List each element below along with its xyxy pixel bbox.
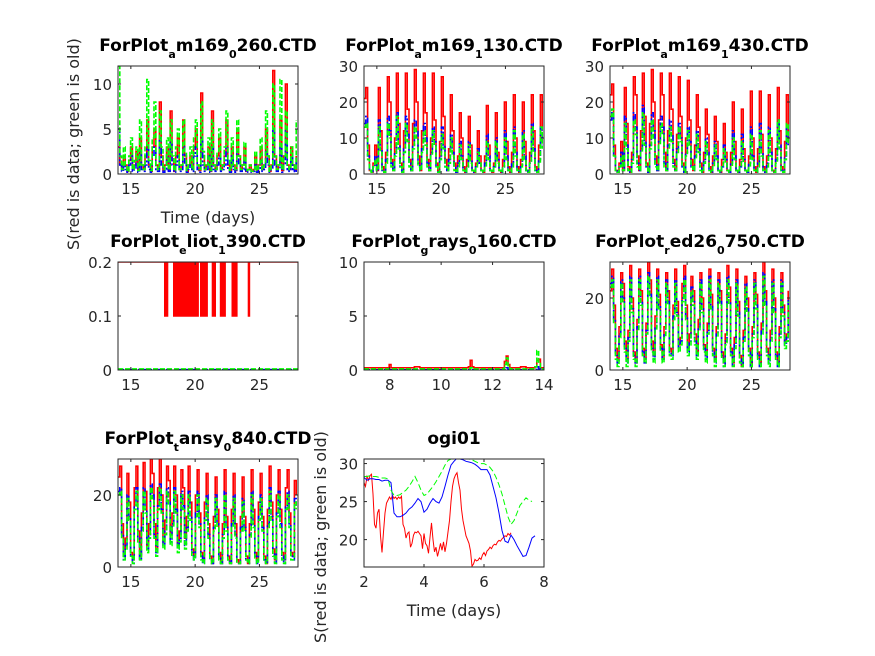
- y-tick-label: 0: [594, 166, 604, 184]
- x-tick-label: 25: [250, 180, 269, 198]
- y-tick-label: 10: [339, 254, 358, 272]
- y-tick-label: 5: [102, 121, 112, 139]
- subplot-2: 0 10 20 30 15 20 25 ForPlotam1691130.CTD: [339, 36, 563, 198]
- y-tick-label: 5: [348, 308, 358, 326]
- y-tick-label: 0: [102, 362, 112, 380]
- subplot-title: ForPlottansy0840.CTD: [105, 429, 312, 454]
- subplot-title: ForPloteliot1390.CTD: [110, 232, 306, 257]
- subplot-3: 0 10 20 30 15 20 25 ForPlotam1691430.CTD: [585, 36, 809, 198]
- x-tick-label: 20: [186, 180, 205, 198]
- y-tick-label: 0.2: [88, 254, 112, 272]
- axes-frame: [363, 261, 545, 371]
- series-old: [118, 487, 297, 565]
- y-tick-label: 20: [585, 290, 604, 308]
- x-tick-label: 15: [121, 573, 140, 591]
- y-tick-label: 20: [93, 487, 112, 505]
- series-data: [364, 471, 512, 567]
- subplot-title: ForPlotam1690260.CTD: [99, 36, 317, 61]
- y-tick-label: 0: [348, 166, 358, 184]
- x-tick-label: 15: [121, 376, 140, 394]
- x-tick-label: 12: [483, 376, 502, 394]
- subplot-8: 20 25 30 2 4 6 8 ogi01: [339, 429, 549, 591]
- x-tick-label: 15: [121, 180, 140, 198]
- y-tick-label: 20: [339, 94, 358, 112]
- x-tick-label: 10: [432, 376, 451, 394]
- x-tick-label: 2: [359, 573, 369, 591]
- y-axis-label-top: S(red is data; green is old): [64, 38, 83, 250]
- y-tick-label: 0.1: [88, 308, 112, 326]
- x-tick-label: 20: [678, 376, 697, 394]
- x-tick-label: 8: [539, 573, 549, 591]
- subplot-title: ForPlotgrays0160.CTD: [351, 232, 556, 257]
- x-tick-label: 25: [250, 376, 269, 394]
- y-tick-label: 0: [102, 166, 112, 184]
- x-tick-label: 4: [419, 573, 429, 591]
- x-tick-label: 14: [534, 376, 553, 394]
- series-data: [364, 355, 544, 369]
- x-tick-label: 15: [613, 376, 632, 394]
- x-tick-label: 25: [742, 376, 761, 394]
- x-tick-label: 20: [432, 180, 451, 198]
- y-tick-label: 25: [339, 494, 358, 512]
- y-tick-label: 20: [339, 532, 358, 550]
- series-old: [610, 108, 789, 173]
- x-tick-label: 15: [367, 180, 386, 198]
- subplot-4: 0 0.1 0.2 15 20 25 ForPloteliot1390.CTD: [88, 232, 306, 394]
- series-old: [610, 275, 789, 368]
- x-tick-label: 8: [385, 376, 395, 394]
- y-tick-label: 0: [102, 559, 112, 577]
- y-tick-label: 30: [339, 456, 358, 474]
- series-old: [364, 349, 544, 370]
- x-tick-label: 15: [613, 180, 632, 198]
- subplot-title: ogi01: [427, 429, 480, 449]
- series-model: [364, 459, 536, 557]
- x-tick-label: 25: [742, 180, 761, 198]
- x-tick-label: 25: [250, 573, 269, 591]
- subplot-6: 0 20 15 20 25 ForPlotred260750.CTD: [585, 232, 805, 394]
- axes-frame: [117, 261, 299, 371]
- subplot-5: 0 5 10 8 10 12 14 ForPlotgrays0160.CTD: [339, 232, 557, 394]
- x-axis-label-bottom: Time (days): [406, 601, 502, 620]
- y-tick-label: 10: [339, 130, 358, 148]
- y-tick-label: 20: [585, 94, 604, 112]
- subplot-title: ForPlotred260750.CTD: [595, 232, 805, 257]
- y-tick-label: 30: [585, 58, 604, 76]
- y-tick-label: 0: [348, 362, 358, 380]
- subplot-1: 0 5 10 15 20 25 ForPlotam1690260.CTD: [93, 36, 317, 198]
- y-tick-label: 10: [585, 130, 604, 148]
- subplot-7: 0 20 15 20 25 ForPlottansy0840.CTD: [93, 429, 312, 591]
- x-tick-label: 20: [186, 376, 205, 394]
- x-tick-label: 6: [479, 573, 489, 591]
- subplot-title: ForPlotam1691130.CTD: [345, 36, 563, 61]
- series-old: [364, 115, 543, 173]
- y-axis-label-bottom: S(red is data; green is old): [311, 431, 330, 643]
- y-tick-label: 10: [93, 76, 112, 94]
- y-tick-label: 0: [594, 362, 604, 380]
- y-tick-label: 30: [339, 58, 358, 76]
- x-tick-label: 20: [186, 573, 205, 591]
- x-tick-label: 20: [678, 180, 697, 198]
- series-old: [118, 66, 297, 173]
- x-axis-label-top: Time (days): [160, 208, 256, 227]
- x-tick-label: 25: [496, 180, 515, 198]
- series-data: [118, 262, 298, 317]
- subplot-title: ForPlotam1691430.CTD: [591, 36, 809, 61]
- series-old: [364, 459, 533, 526]
